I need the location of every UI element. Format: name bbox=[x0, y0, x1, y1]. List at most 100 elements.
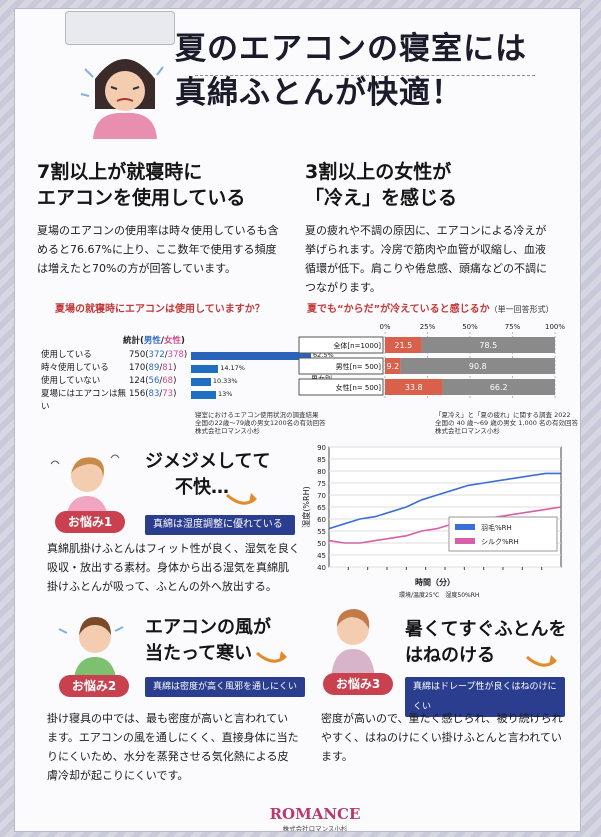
left-source: 寝室におけるエアコン使用状況の調査結果 全国の22歳〜79歳の男女1200名の有… bbox=[195, 411, 326, 435]
right-para-line3: 循環が低下。肩こりや倦怠感、頭痛などの不調に bbox=[305, 262, 547, 275]
legend-label: シルク%RH bbox=[481, 538, 519, 546]
stats-header: 統計(男性/女性) bbox=[123, 335, 185, 347]
cold-row-label: 女性[n= 500] bbox=[336, 383, 382, 392]
cold-row-label: 全体[n=1000] bbox=[333, 341, 381, 350]
y-tick-label: 85 bbox=[317, 456, 326, 464]
stats-header-prefix: 統計( bbox=[123, 336, 144, 346]
left-paragraph: 夏場のエアコンの使用率は時々使用しているも含 めると76.67%に上り、ここ数年… bbox=[37, 221, 307, 278]
worry2-para-line3: りにくいため、水分を蒸発させる気化熱による皮 bbox=[47, 750, 289, 763]
worry2-para-line4: 膚冷却が起こりにくいです。 bbox=[47, 769, 189, 782]
logo-text: ROMANCE bbox=[269, 805, 361, 823]
right-para-line1: 夏の疲れや不調の原因に、エアコンによる冷えが bbox=[305, 224, 547, 237]
worry3-heading: 暑くてすぐふとんを はねのける bbox=[405, 617, 566, 669]
right-source: 「夏冷え」と「夏の疲れ」に関する調査 2022 全国の 40 歳〜69 歳の男女… bbox=[435, 411, 578, 435]
cold-bar-yes-label: 21.5 bbox=[394, 341, 412, 350]
worry2-para-line1: 掛け寝具の中では、最も密度が高いと言われてい bbox=[47, 712, 289, 725]
worry3-badge: お悩み3 bbox=[323, 673, 393, 695]
worry3-ribbon: 真綿はドレープ性が良くはねのけにくい bbox=[405, 677, 565, 717]
y-tick-label: 70 bbox=[317, 492, 326, 500]
usage-row-label: 使用していない bbox=[41, 376, 101, 386]
chart-note: 環境/温度25℃ 湿度50%RH bbox=[399, 591, 479, 599]
legend-swatch bbox=[455, 524, 475, 530]
worry1-ribbon: 真綿は湿度調整に優れている bbox=[145, 515, 295, 535]
usage-row: 時々使用している 170(89/81) 14.17% bbox=[41, 362, 311, 375]
right-heading2: 「冷え」を感じる bbox=[305, 187, 458, 209]
usage-row: 夏場にはエアコンは無い 156(83/73) 13% bbox=[41, 388, 311, 412]
worry1-heading: ジメジメしてて 不快… bbox=[145, 449, 270, 501]
series-line bbox=[328, 472, 561, 530]
poster: 夏のエアコンの寝室には 真綿ふとんが快適！ 7割以上が就寝時に エアコンを使用し… bbox=[14, 8, 581, 832]
worry1-heading-line2: 不快… bbox=[175, 477, 229, 498]
left-source-line3: 株式会社ロマンス小杉 bbox=[195, 427, 260, 435]
left-source-line2: 全国の22歳〜79歳の男女1200名の有効回答 bbox=[195, 419, 326, 427]
stats-header-male: 男性 bbox=[143, 336, 161, 346]
title-line2: 真綿ふとんが快適！ bbox=[175, 75, 463, 111]
axis-tick-label: 75% bbox=[505, 323, 521, 331]
axis-tick-label: 100% bbox=[545, 323, 565, 331]
cold-bar-no-label: 90.8 bbox=[469, 362, 487, 371]
cold-bar-yes bbox=[385, 358, 401, 374]
humidity-line-chart: 40 45 50 55 60 65 70 75 80 85 90 湿度(%RH) 時間（分） 羽毛%RH シ… bbox=[301, 444, 562, 599]
y-tick-label: 55 bbox=[317, 528, 326, 536]
stats-header-slash: / bbox=[160, 336, 165, 346]
cold-bar-no bbox=[421, 337, 555, 353]
worry3-para-line1: 密度が高いので、重たく感じられ、被り続けられ bbox=[321, 712, 563, 725]
left-question: 夏場の就寝時にエアコンは使用していますか？ bbox=[55, 304, 265, 315]
usage-row-count: 170(89/81) bbox=[129, 363, 177, 373]
right-para-line4: つながります。 bbox=[305, 281, 381, 294]
right-para-line2: 挙げられます。冷房で筋肉や血管が収縮し、血液 bbox=[305, 243, 546, 256]
stats-header-suffix: ) bbox=[181, 336, 185, 346]
usage-row-label: 夏場にはエアコンは無い bbox=[41, 389, 127, 412]
air-conditioner-illustration bbox=[65, 11, 175, 45]
usage-bar-label: 10.33% bbox=[212, 377, 238, 385]
row-label-box bbox=[298, 357, 384, 375]
usage-bar bbox=[191, 391, 216, 399]
y-tick-label: 80 bbox=[317, 468, 326, 476]
cold-row-label: 男性[n= 500] bbox=[336, 362, 382, 371]
cold-bar-yes bbox=[385, 337, 422, 353]
stats-header-female: 女性 bbox=[164, 336, 182, 346]
usage-row-count: 156(83/73) bbox=[129, 389, 177, 399]
right-question-main: 夏でも“からだ”が冷えていると感じるか bbox=[307, 304, 490, 315]
usage-bar bbox=[191, 352, 311, 360]
curved-arrow-icon bbox=[526, 655, 557, 667]
cold-bar-yes-label: 9.2 bbox=[386, 362, 399, 371]
left-section: 7割以上が就寝時に エアコンを使用している 夏場のエアコンの使用率は時々使用して… bbox=[37, 159, 307, 278]
right-heading1: 3割以上の女性が bbox=[305, 161, 452, 183]
x-axis-label: 時間（分） bbox=[415, 577, 455, 587]
right-source-line2: 全国の 40 歳〜69 歳の男女 1,000 名の有効回答 bbox=[435, 419, 578, 427]
left-para-line2: めると76.67%に上り、ここ数年で使用する頻度 bbox=[37, 243, 277, 256]
left-para-line1: 夏場のエアコンの使用率は時々使用しているも含 bbox=[37, 224, 279, 237]
curved-arrow-icon bbox=[226, 493, 257, 505]
usage-bar-label: 62.5% bbox=[313, 351, 334, 359]
worry3-para-line3: ます。 bbox=[321, 750, 353, 763]
usage-table: 使用している 750(372/378) 62.5% 時々使用している 170(89/81… bbox=[41, 349, 334, 412]
title-divider bbox=[195, 75, 535, 76]
y-tick-label: 50 bbox=[317, 540, 326, 548]
legend-box bbox=[448, 516, 558, 552]
right-source-line3: 株式会社ロマンス小杉 bbox=[435, 427, 500, 435]
row-label-box bbox=[298, 336, 384, 354]
legend-swatch bbox=[455, 538, 475, 544]
worry1-para-line2: 吸収・放出する素材。身体から出る湿気を真綿肌 bbox=[47, 561, 289, 574]
worry3-paragraph: 密度が高いので、重たく感じられ、被り続けられ やすく、はねのけにくい掛けふとんと… bbox=[321, 709, 573, 766]
y-tick-label: 65 bbox=[317, 504, 326, 512]
cold-bar-no bbox=[400, 358, 555, 374]
worried-woman-illustration-3 bbox=[331, 609, 375, 679]
title-line1: 夏のエアコンの寝室には bbox=[175, 31, 527, 67]
left-source-line1: 寝室におけるエアコン使用状況の調査結果 bbox=[195, 411, 319, 419]
right-paragraph: 夏の疲れや不調の原因に、エアコンによる冷えが 挙げられます。冷房で筋肉や血管が収… bbox=[305, 221, 575, 297]
y-tick-label: 90 bbox=[317, 444, 326, 452]
usage-bar-label: 13% bbox=[217, 390, 233, 398]
cold-bar-no bbox=[442, 379, 555, 395]
axis-tick-label: 50% bbox=[462, 323, 478, 331]
axis-tick-label: 25% bbox=[420, 323, 436, 331]
worried-woman-illustration-2 bbox=[58, 617, 124, 685]
usage-row-label: 使用している bbox=[41, 350, 92, 360]
worry3-heading-line1: 暑くてすぐふとんを bbox=[405, 619, 567, 640]
worry1-badge: お悩み1 bbox=[55, 511, 125, 533]
cold-woman-illustration bbox=[80, 59, 164, 139]
worry3-para-line2: やすく、はねのけにくい掛けふとんと言われてい bbox=[321, 731, 562, 744]
usage-bar-label: 14.17% bbox=[220, 364, 245, 372]
right-question-format: （単一回答形式） bbox=[489, 305, 554, 314]
